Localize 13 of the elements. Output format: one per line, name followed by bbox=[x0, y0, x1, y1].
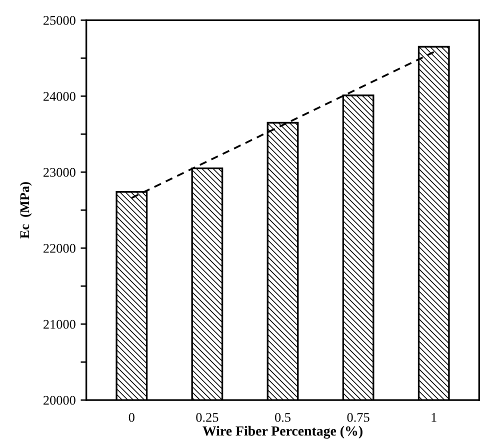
y-tick-label: 23000 bbox=[44, 168, 76, 177]
y-tick-label: 25000 bbox=[44, 16, 76, 25]
y-axis-title: Ec (MPa) bbox=[20, 182, 32, 238]
y-tick-label: 21000 bbox=[44, 320, 76, 329]
x-axis-title: Wire Fiber Percentage (%) bbox=[202, 426, 362, 439]
x-tick-label: 0.75 bbox=[347, 412, 370, 422]
x-tick-label: 0.25 bbox=[196, 412, 218, 422]
x-tick-label: 0.5 bbox=[275, 412, 290, 422]
x-tick-label: 0 bbox=[128, 412, 134, 422]
y-tick-label: 20000 bbox=[44, 396, 76, 405]
y-tick-label: 24000 bbox=[44, 92, 76, 101]
y-tick-label: 22000 bbox=[44, 244, 76, 253]
x-tick-label: 1 bbox=[432, 413, 436, 422]
